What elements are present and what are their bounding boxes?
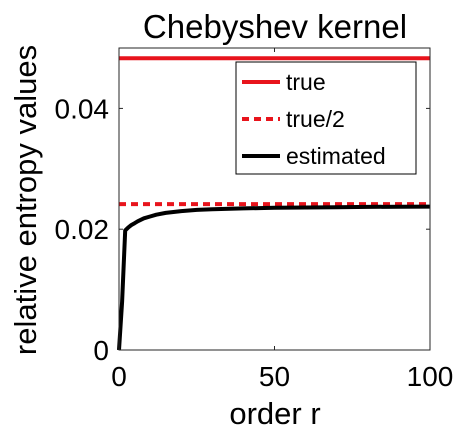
series-layer [117,56,431,351]
tick-labels: 0 50 100 0 0.02 0.04 [55,93,454,392]
axes-layer [118,47,431,351]
x-tick-label-0: 0 [111,361,127,392]
y-tick-label-1: 0.02 [55,214,110,245]
y-axis-label: relative entropy values [8,45,43,355]
legend-label-0: true [286,69,326,95]
legend: true true/2 estimated [235,61,417,175]
x-tick-label-1: 50 [259,361,290,392]
series-line-2 [117,204,431,351]
legend-label-1: true/2 [286,106,345,132]
x-tick-label-2: 100 [407,361,454,392]
x-axis-label: order r [229,396,320,431]
y-tick-label-2: 0.04 [55,93,110,124]
legend-label-2: estimated [286,143,386,169]
chart-title: Chebyshev kernel [143,8,407,45]
legend-items: true true/2 estimated [242,69,386,169]
y-tick-label-0: 0 [93,335,109,366]
